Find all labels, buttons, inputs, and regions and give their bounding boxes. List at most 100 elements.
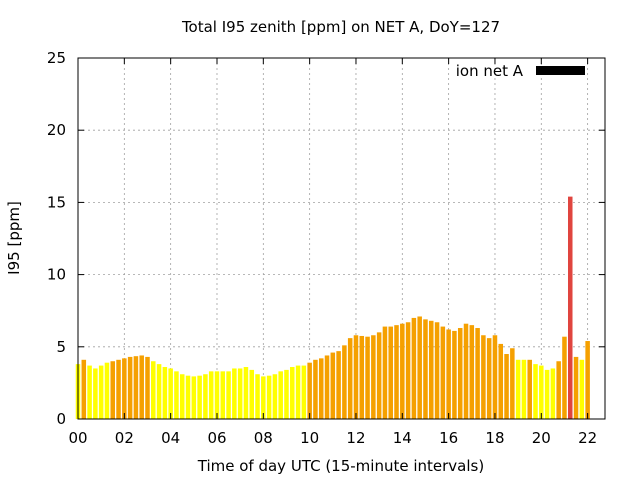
bar xyxy=(556,361,561,419)
x-axis-label: Time of day UTC (15-minute intervals) xyxy=(197,457,484,475)
bar xyxy=(98,365,104,419)
bar xyxy=(139,355,144,419)
bar xyxy=(191,376,197,419)
x-tick-label: 16 xyxy=(439,429,458,447)
bar xyxy=(214,371,220,419)
y-tick-label: 15 xyxy=(47,193,66,211)
bar xyxy=(539,365,544,419)
bar xyxy=(295,365,301,419)
bar xyxy=(376,332,382,419)
bar xyxy=(359,335,365,419)
bar xyxy=(365,336,370,419)
bar xyxy=(411,317,417,419)
bar xyxy=(429,320,434,419)
bar xyxy=(249,369,254,419)
bar xyxy=(573,356,579,419)
bar xyxy=(330,352,336,419)
bar xyxy=(226,371,231,419)
x-tick-label: 02 xyxy=(115,429,134,447)
bars xyxy=(75,196,590,419)
bar xyxy=(203,374,208,419)
bar xyxy=(475,328,480,419)
chart-title: Total I95 zenith [ppm] on NET A, DoY=127 xyxy=(181,18,500,36)
bar xyxy=(400,323,405,419)
x-tick-label: 20 xyxy=(532,429,551,447)
bar xyxy=(585,341,590,419)
y-tick-label: 5 xyxy=(56,338,66,356)
bar xyxy=(469,325,475,419)
bar xyxy=(417,316,422,419)
plot-frame xyxy=(77,57,606,420)
bar xyxy=(446,329,451,419)
y-tick-label: 25 xyxy=(47,49,66,67)
x-tick-label: 04 xyxy=(161,429,180,447)
bar xyxy=(457,328,463,419)
bar xyxy=(562,336,567,419)
bar xyxy=(567,196,573,419)
bar xyxy=(527,359,532,419)
x-tick-label: 12 xyxy=(346,429,365,447)
bar xyxy=(579,359,585,419)
x-tick-label: 10 xyxy=(300,429,319,447)
bar xyxy=(434,322,440,419)
bar xyxy=(104,362,110,419)
bar xyxy=(342,345,347,419)
bar xyxy=(208,371,214,419)
axis-ticks: 00 02 04 06 08 10 12 14 16 18 20 22 0 5 10 15 20 25 xyxy=(47,49,605,447)
grid xyxy=(78,58,605,419)
bar xyxy=(272,374,278,419)
bar xyxy=(307,362,312,419)
bar xyxy=(463,323,469,419)
bar xyxy=(162,367,168,419)
bar xyxy=(237,368,243,419)
bar xyxy=(371,335,376,419)
bar xyxy=(179,374,185,419)
bar xyxy=(313,359,318,419)
bar xyxy=(510,348,515,419)
x-tick-label: 14 xyxy=(393,429,412,447)
bar xyxy=(156,364,162,419)
bar xyxy=(290,367,295,419)
bar xyxy=(185,375,191,419)
y-tick-label: 10 xyxy=(47,266,66,284)
bar xyxy=(318,358,324,419)
bar xyxy=(145,356,150,419)
bar xyxy=(301,365,307,419)
bar xyxy=(336,351,341,419)
bar xyxy=(116,359,121,419)
x-tick-label: 06 xyxy=(207,429,226,447)
bar xyxy=(394,325,399,419)
bar xyxy=(255,374,260,419)
bar xyxy=(168,368,173,419)
bar xyxy=(278,371,283,419)
bar xyxy=(492,335,498,419)
x-tick-label: 00 xyxy=(68,429,87,447)
bar xyxy=(388,326,393,419)
bar xyxy=(423,319,428,419)
bar xyxy=(544,369,550,419)
x-tick-label: 22 xyxy=(578,429,597,447)
y-tick-label: 20 xyxy=(47,121,66,139)
x-tick-label: 08 xyxy=(254,429,273,447)
bar xyxy=(81,359,87,419)
bar xyxy=(486,338,492,419)
bar xyxy=(481,335,486,419)
x-tick-label: 18 xyxy=(485,429,504,447)
bar xyxy=(533,364,538,419)
bar xyxy=(515,359,521,419)
legend-label: ion net A xyxy=(456,62,524,80)
y-tick-label: 0 xyxy=(56,410,66,428)
bar xyxy=(93,368,98,419)
y-axis-label: I95 [ppm] xyxy=(5,201,23,275)
bar xyxy=(347,338,353,419)
bar xyxy=(133,356,139,419)
bar xyxy=(405,322,411,419)
bar xyxy=(266,375,272,419)
bar xyxy=(382,326,388,419)
bar xyxy=(197,375,202,419)
legend-swatch xyxy=(536,66,585,75)
bar xyxy=(284,369,289,419)
bar xyxy=(127,356,133,419)
bar xyxy=(243,367,249,419)
